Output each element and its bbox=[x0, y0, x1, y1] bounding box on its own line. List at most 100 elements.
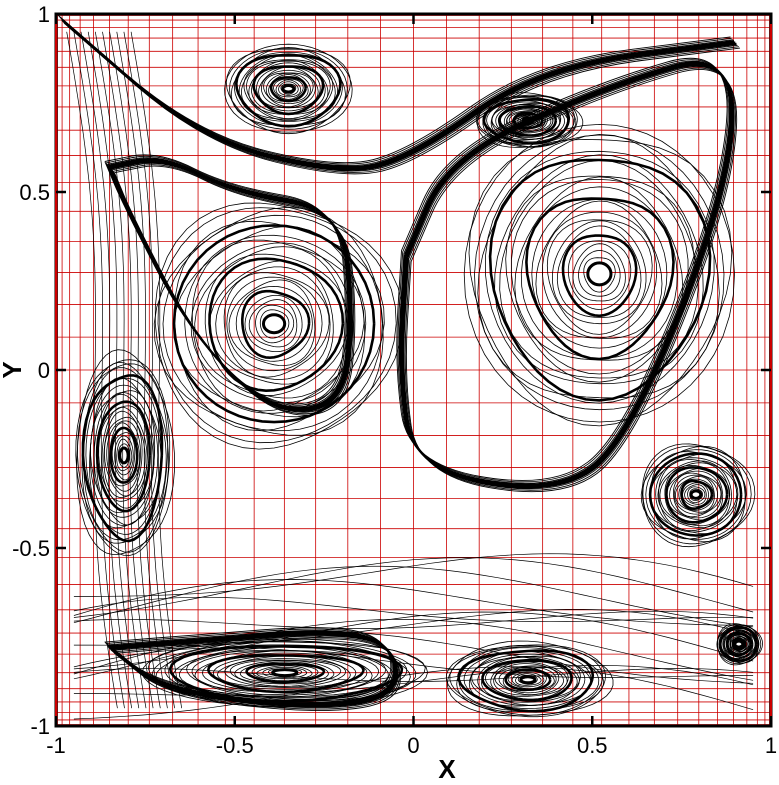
streamline bbox=[494, 154, 704, 385]
streamline bbox=[215, 266, 331, 380]
vortex-center-right bbox=[463, 123, 735, 427]
x-tick-label: 0.5 bbox=[577, 733, 608, 758]
streamline bbox=[720, 626, 760, 663]
vortex-bottom-center bbox=[445, 640, 614, 718]
streamline bbox=[194, 246, 348, 399]
streamline bbox=[83, 367, 167, 541]
streamline bbox=[494, 665, 560, 696]
streamline bbox=[502, 667, 555, 692]
streamlines bbox=[66, 31, 763, 720]
streamline bbox=[514, 176, 684, 361]
streamline bbox=[578, 250, 621, 297]
streamline bbox=[498, 666, 557, 694]
streamline bbox=[224, 43, 353, 133]
separatrices bbox=[58, 15, 741, 711]
streamline bbox=[678, 478, 714, 511]
streamline bbox=[173, 220, 385, 432]
streamline bbox=[561, 234, 638, 318]
streamline bbox=[153, 206, 384, 436]
streamline bbox=[531, 198, 668, 349]
streamline bbox=[640, 445, 746, 542]
streamline bbox=[567, 240, 632, 310]
streamline bbox=[463, 123, 735, 423]
streamline bbox=[260, 69, 316, 108]
streamline bbox=[275, 79, 302, 98]
streamline bbox=[96, 393, 154, 514]
streamline bbox=[87, 31, 140, 709]
streamline bbox=[66, 31, 118, 709]
y-tick-labels: -1 -0.5 0 0.5 1 bbox=[12, 2, 50, 739]
streamline bbox=[225, 48, 351, 135]
streamline bbox=[94, 31, 147, 709]
streamline bbox=[718, 625, 760, 663]
streamline bbox=[168, 645, 404, 703]
streamline bbox=[505, 175, 695, 383]
streamline bbox=[511, 672, 545, 688]
vortex-eye bbox=[118, 446, 130, 465]
axis-ticks bbox=[54, 12, 773, 728]
streamline bbox=[229, 659, 342, 687]
streamline bbox=[256, 66, 321, 112]
streamline bbox=[546, 219, 653, 335]
streamline bbox=[731, 637, 747, 652]
streamline bbox=[262, 666, 308, 679]
x-tick-label: -1 bbox=[46, 733, 66, 758]
streamline bbox=[456, 644, 604, 712]
streamline bbox=[397, 59, 729, 483]
streamline bbox=[687, 486, 706, 504]
vortex-eye bbox=[271, 668, 299, 678]
streamline bbox=[684, 484, 707, 505]
streamline bbox=[240, 54, 336, 120]
streamline bbox=[162, 214, 383, 432]
streamline bbox=[268, 74, 309, 103]
streamline bbox=[234, 659, 335, 685]
streamline bbox=[73, 609, 754, 646]
streamline bbox=[111, 635, 399, 709]
streamline bbox=[729, 635, 750, 654]
streamline bbox=[659, 462, 730, 527]
streamline bbox=[233, 51, 343, 128]
streamline bbox=[101, 406, 148, 502]
streamline bbox=[583, 257, 616, 293]
vortex-eye bbox=[519, 675, 537, 685]
streamline bbox=[62, 20, 737, 170]
streamline bbox=[155, 640, 411, 702]
streamline bbox=[102, 31, 154, 709]
streamline bbox=[98, 405, 149, 509]
streamline bbox=[73, 611, 754, 670]
streamline bbox=[520, 186, 678, 359]
streamline bbox=[223, 272, 330, 378]
streamline bbox=[73, 596, 754, 623]
streamline bbox=[723, 629, 756, 659]
streamline bbox=[730, 636, 747, 652]
streamline bbox=[75, 359, 171, 556]
streamline bbox=[722, 628, 757, 660]
streamline bbox=[445, 644, 606, 718]
streamline bbox=[655, 457, 739, 533]
streamline bbox=[458, 647, 600, 711]
streamline bbox=[650, 451, 747, 540]
streamline bbox=[403, 66, 735, 490]
streamline bbox=[106, 420, 141, 492]
streamline bbox=[228, 279, 316, 367]
streamline bbox=[552, 220, 647, 325]
separatrix-top-band bbox=[58, 15, 741, 175]
streamline bbox=[240, 289, 311, 360]
separatrix-left-lobe-boundary bbox=[104, 154, 356, 416]
vortex-top-left-small bbox=[224, 43, 353, 135]
vortex-eye bbox=[586, 261, 613, 287]
y-axis-title: Y bbox=[0, 361, 27, 378]
streamline bbox=[113, 165, 356, 416]
streamline bbox=[658, 459, 738, 532]
streamline bbox=[63, 21, 738, 171]
streamline bbox=[401, 64, 735, 489]
streamline bbox=[117, 443, 130, 468]
streamline bbox=[255, 304, 295, 344]
streamline bbox=[495, 103, 561, 138]
streamline bbox=[280, 83, 297, 95]
streamline bbox=[179, 646, 389, 697]
streamline bbox=[230, 46, 346, 126]
streamline bbox=[477, 133, 720, 399]
streamline bbox=[664, 464, 731, 526]
streamline bbox=[224, 658, 346, 688]
